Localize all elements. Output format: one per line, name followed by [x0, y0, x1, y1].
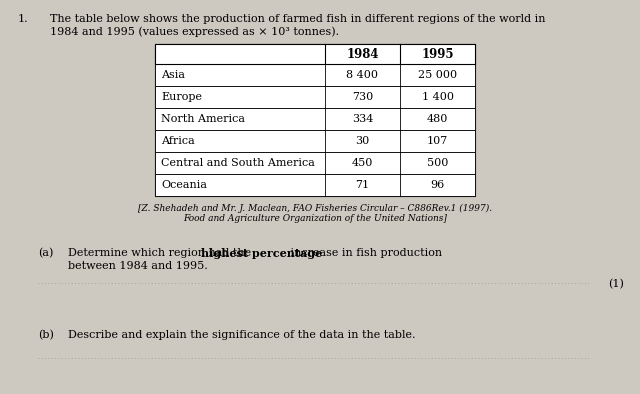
Text: Europe: Europe — [161, 92, 202, 102]
Bar — [155, 174, 475, 196]
Text: 96: 96 — [430, 180, 445, 190]
Text: increase in fish production: increase in fish production — [287, 248, 442, 258]
Text: Describe and explain the significance of the data in the table.: Describe and explain the significance of… — [68, 330, 415, 340]
Text: 334: 334 — [352, 114, 373, 124]
Text: 1 400: 1 400 — [422, 92, 454, 102]
Text: 25 000: 25 000 — [418, 70, 457, 80]
Text: 500: 500 — [427, 158, 448, 168]
Text: (a): (a) — [38, 248, 53, 258]
Text: 450: 450 — [352, 158, 373, 168]
Bar — [155, 108, 475, 130]
Text: 1.: 1. — [18, 14, 29, 24]
Bar — [155, 64, 475, 86]
Text: Central and South America: Central and South America — [161, 158, 315, 168]
Text: 1984 and 1995 (values expressed as × 10³ tonnes).: 1984 and 1995 (values expressed as × 10³… — [50, 26, 339, 37]
Text: 480: 480 — [427, 114, 448, 124]
Bar — [155, 152, 475, 174]
Text: (1): (1) — [608, 279, 624, 289]
Text: (b): (b) — [38, 330, 54, 340]
Text: [Z. Shehadeh and Mr. J. Maclean, FAO Fisheries Circular – C886Rev.1 (1997).: [Z. Shehadeh and Mr. J. Maclean, FAO Fis… — [138, 204, 492, 213]
Text: Determine which region had the: Determine which region had the — [68, 248, 255, 258]
Bar — [155, 130, 475, 152]
Text: between 1984 and 1995.: between 1984 and 1995. — [68, 261, 208, 271]
Bar — [155, 44, 475, 196]
Text: 71: 71 — [355, 180, 369, 190]
Text: 30: 30 — [355, 136, 370, 146]
Text: 730: 730 — [352, 92, 373, 102]
Text: Oceania: Oceania — [161, 180, 207, 190]
Bar — [155, 44, 475, 64]
Text: highest percentage: highest percentage — [201, 248, 323, 259]
Text: North America: North America — [161, 114, 245, 124]
Text: 1984: 1984 — [346, 48, 379, 61]
Text: The table below shows the production of farmed fish in different regions of the : The table below shows the production of … — [50, 14, 545, 24]
Text: 107: 107 — [427, 136, 448, 146]
Text: Africa: Africa — [161, 136, 195, 146]
Text: 8 400: 8 400 — [346, 70, 378, 80]
Text: 1995: 1995 — [421, 48, 454, 61]
Bar — [155, 86, 475, 108]
Text: Food and Agriculture Organization of the United Nations]: Food and Agriculture Organization of the… — [183, 214, 447, 223]
Text: Asia: Asia — [161, 70, 185, 80]
